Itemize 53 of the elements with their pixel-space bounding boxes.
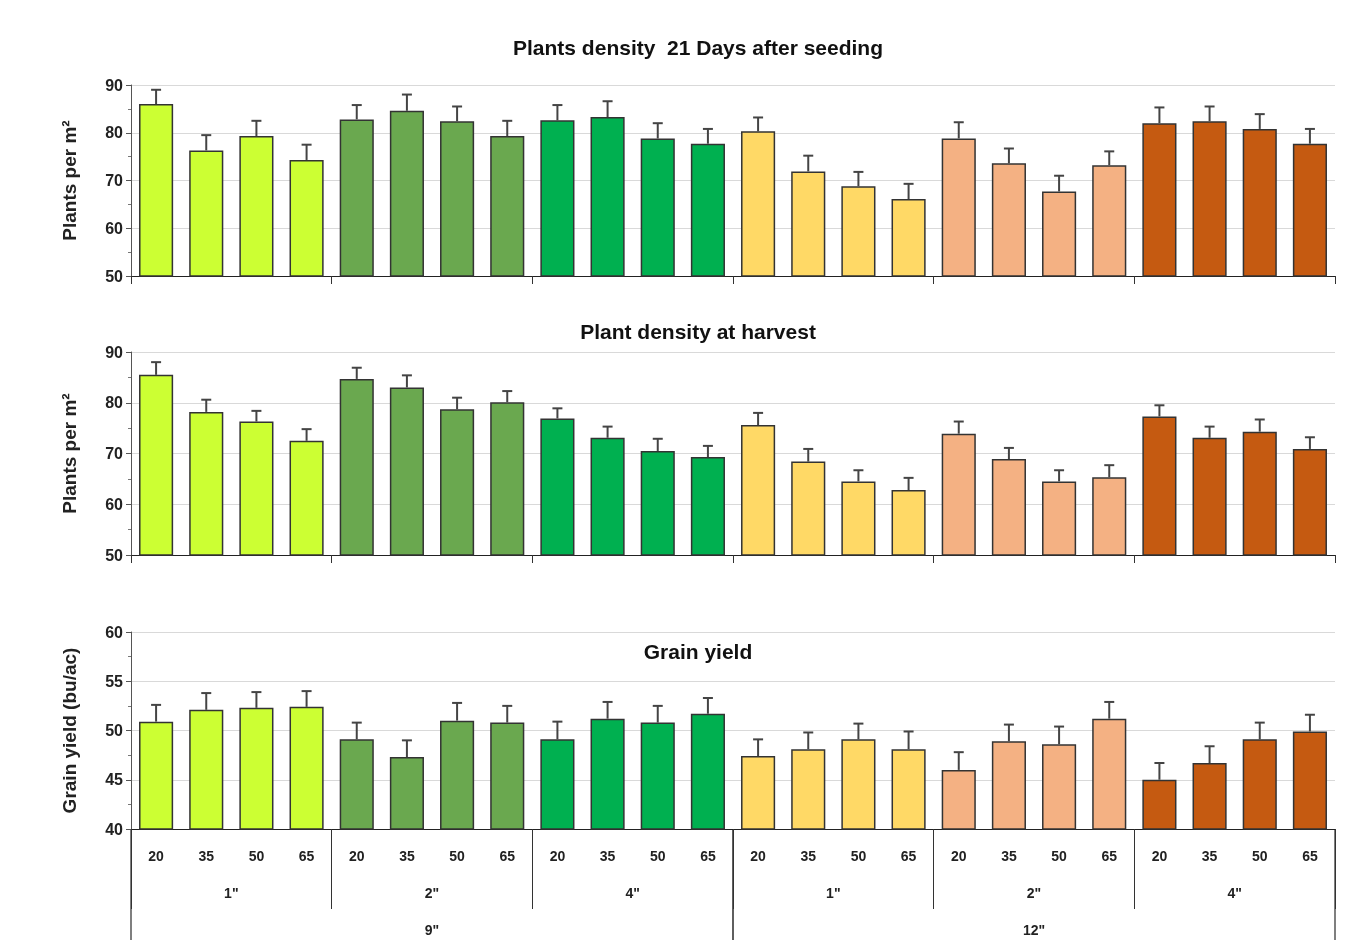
x-tick-label: 50 (1051, 848, 1068, 864)
chart-title: Grain yield (643, 640, 753, 663)
x-tick-label: 20 (148, 848, 165, 864)
x-tick-label: 65 (298, 848, 315, 864)
y-tick-label: 60 (105, 623, 124, 641)
chart-title: Plant density at harvest (580, 320, 816, 343)
chart-title: Plants density 21 Days after seeding (513, 36, 883, 59)
x-tick-label: 35 (198, 848, 215, 864)
x-tick-label: 35 (800, 848, 817, 864)
x-tick-label: 50 (248, 848, 265, 864)
x-tick-label: 65 (1101, 848, 1118, 864)
x-tick-label: 50 (649, 848, 666, 864)
x-tick-label: 35 (1201, 848, 1218, 864)
x-tick-label: 20 (950, 848, 967, 864)
y-tick-label: 50 (105, 722, 124, 739)
text: 12" (1022, 922, 1046, 938)
y-tick-label: 80 (105, 124, 124, 142)
y-tick-label: 80 (105, 394, 124, 412)
y-tick-label: 55 (105, 672, 124, 690)
y-tick-label: 40 (105, 820, 124, 838)
y-tick-label: 60 (105, 219, 124, 237)
x-tick-label: 35 (599, 848, 616, 864)
text: 4" (1227, 885, 1242, 901)
x-tick-label: 50 (449, 848, 466, 864)
x-tick-label: 20 (1151, 848, 1168, 864)
x-tick-label: 50 (1251, 848, 1268, 864)
y-axis-title: Plants per m² (59, 393, 80, 514)
x-tick-label: 50 (850, 848, 867, 864)
y-tick-label: 45 (105, 771, 124, 789)
x-tick-label: 35 (1001, 848, 1017, 864)
y-tick-label: 70 (105, 172, 124, 189)
x-tick-label: 20 (750, 848, 767, 864)
x-tick-label: 65 (700, 848, 716, 864)
y-tick-label: 90 (105, 343, 124, 361)
text: 4" (625, 885, 640, 901)
x-tick-label: 20 (348, 848, 365, 864)
y-tick-label: 50 (105, 546, 124, 564)
text: 9" (424, 922, 440, 938)
text: 1" (224, 885, 239, 901)
text: 2" (424, 885, 440, 901)
x-tick-label: 65 (900, 848, 917, 864)
x-tick-label: 65 (1302, 848, 1318, 864)
text: 1" (826, 885, 841, 901)
y-axis-title: Plants per m² (59, 120, 80, 241)
text: 2" (1026, 885, 1042, 901)
x-tick-label: 65 (499, 848, 516, 864)
y-axis-title: Grain yield (bu/ac) (59, 647, 80, 814)
y-tick-label: 50 (105, 267, 124, 285)
x-tick-label: 20 (549, 848, 566, 864)
y-tick-label: 90 (105, 76, 124, 94)
x-tick-label: 35 (399, 848, 415, 864)
y-tick-label: 70 (105, 445, 124, 462)
y-tick-label: 60 (105, 495, 124, 513)
